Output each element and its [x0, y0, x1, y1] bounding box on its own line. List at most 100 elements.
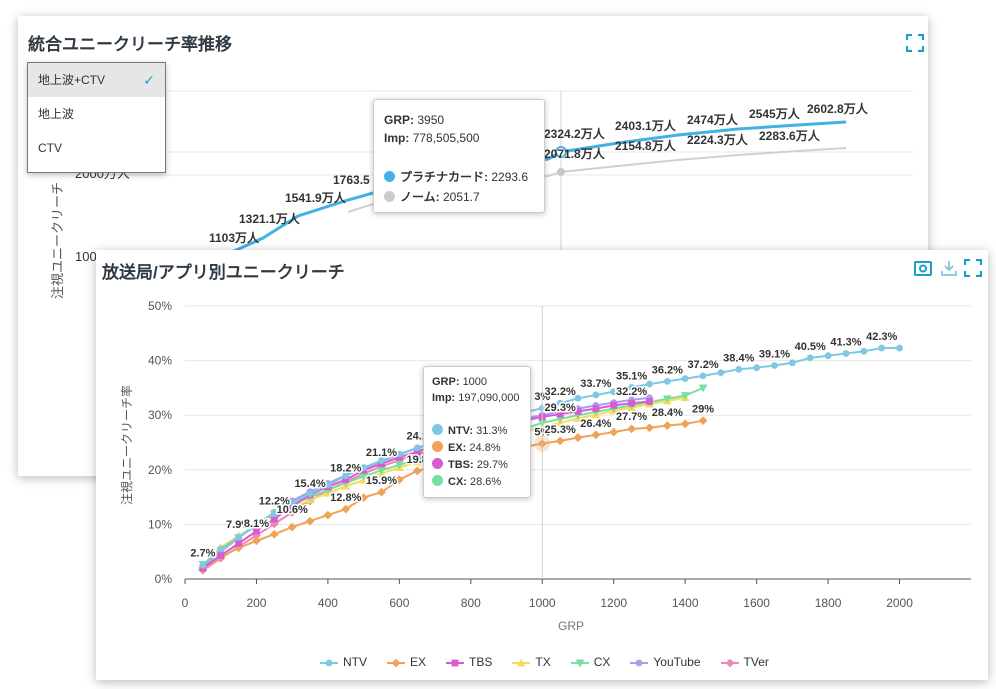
legend-marker	[575, 659, 585, 668]
data-label: 40.5%	[795, 341, 826, 353]
camera-icon[interactable]	[914, 259, 932, 277]
legend-marker	[391, 658, 401, 668]
data-point-ntv	[288, 499, 296, 507]
data-point-ntv	[717, 369, 725, 377]
data-point-tbs	[574, 407, 582, 415]
data-point-cx	[394, 461, 404, 470]
station-reach-title: 放送局/アプリ別ユニークリーチ	[102, 263, 345, 282]
data-point-ntv	[860, 347, 868, 355]
data-point-ex	[377, 487, 386, 497]
data-point-ex	[645, 423, 654, 433]
norm-label: 2154.8万人	[615, 138, 677, 153]
legend-symbol	[320, 659, 338, 667]
data-point-ntv	[592, 391, 600, 399]
norm-hover-marker	[557, 168, 565, 176]
data-point-ex	[662, 421, 672, 430]
legend-item-tx[interactable]: TX	[512, 655, 551, 669]
legend-marker	[325, 659, 333, 667]
platinum-label: 1541.9万人	[285, 190, 347, 205]
legend-label: EX	[410, 655, 427, 669]
tooltip-row-cx: CX: 28.6%	[432, 475, 501, 488]
data-point-ntv	[628, 383, 635, 391]
data-point-ntv	[842, 350, 850, 357]
legend-item-cx[interactable]: CX	[570, 655, 611, 669]
tooltip-row-ex: EX: 24.8%	[432, 441, 501, 454]
dropdown-option-ctv[interactable]: CTV	[38, 141, 62, 155]
data-point-cx	[359, 472, 369, 481]
data-label: 39.1%	[759, 349, 790, 361]
dropdown-option-terrestrial-ctv[interactable]: 地上波+CTV ✓	[28, 63, 165, 97]
data-point-ntv	[217, 545, 225, 553]
fullscreen-icon[interactable]	[905, 33, 925, 53]
legend-item-tbs[interactable]: TBS	[446, 655, 492, 669]
data-point-ntv	[270, 510, 278, 518]
data-point-tbs	[270, 515, 278, 523]
x-tick-label: 2000	[886, 596, 913, 610]
x-tick-label: 1000	[529, 596, 556, 610]
data-label: 26.4%	[580, 418, 611, 430]
data-label: 15.4%	[294, 478, 325, 490]
data-point-ntv	[788, 359, 796, 367]
data-point-tbs	[342, 476, 350, 484]
data-point-ex	[412, 466, 422, 476]
data-label: 35.1%	[616, 370, 647, 382]
legend-label: NTV	[343, 655, 367, 669]
data-point-ntv	[360, 464, 368, 472]
data-point-tbs	[646, 398, 653, 405]
tooltip-grp-value: 1000	[462, 376, 488, 388]
data-label: 10.6%	[277, 504, 308, 516]
data-label: 18.2%	[330, 463, 361, 475]
dropdown-option-terrestrial[interactable]: 地上波	[38, 107, 75, 121]
data-point-ex	[305, 516, 315, 526]
norm-label: 2224.3万人	[687, 132, 749, 147]
legend-item-ntv[interactable]: NTV	[320, 655, 367, 669]
data-point-ntv	[896, 344, 903, 352]
data-point-ntv	[735, 365, 743, 373]
y-axis-title: 注視ユニークリーチ率	[119, 385, 134, 505]
legend-label: TX	[535, 655, 551, 669]
legend-item-tver[interactable]: TVer	[720, 655, 769, 669]
data-point-cx	[698, 384, 708, 393]
data-label: 27.7%	[616, 411, 647, 423]
legend-item-youtube[interactable]: YouTube	[630, 655, 701, 669]
x-tick-label: 400	[318, 596, 338, 610]
platinum-label: 2545万人	[749, 106, 801, 121]
x-axis-title: GRP	[558, 619, 584, 633]
data-point-ntv	[378, 457, 385, 464]
data-point-ex	[287, 522, 297, 532]
download-icon[interactable]	[940, 259, 958, 277]
legend-label: CX	[593, 655, 611, 669]
x-tick-label: 1800	[815, 596, 842, 610]
data-label: 7.9%	[226, 519, 251, 531]
x-tick-label: 200	[246, 596, 266, 610]
legend-marker	[451, 659, 459, 667]
chart-legend: NTV EX TBS TX CX YouTube TVer	[320, 655, 789, 675]
platinum-label: 1321.1万人	[239, 211, 301, 226]
fullscreen-icon[interactable]	[963, 258, 983, 278]
legend-symbol	[387, 658, 405, 668]
data-point-ntv	[199, 561, 207, 569]
data-label: 21.1%	[366, 447, 397, 459]
legend-marker	[725, 658, 734, 668]
x-tick-label: 1200	[600, 596, 627, 610]
data-point-ntv	[253, 522, 260, 529]
data-point-ex	[359, 493, 369, 503]
data-label: 33.7%	[580, 378, 611, 390]
x-tick-label: 600	[389, 596, 409, 610]
legend-item-ex[interactable]: EX	[387, 655, 426, 669]
data-label: 29%	[692, 404, 714, 416]
tooltip-grp-value: 3950	[417, 113, 445, 127]
data-label: 37.2%	[687, 359, 718, 371]
data-point-ntv	[235, 534, 242, 541]
platinum-label: 2324.2万人	[544, 126, 606, 141]
data-label: 38.4%	[723, 352, 754, 364]
norm-label: 2283.6万人	[759, 128, 821, 143]
data-point-ex	[627, 424, 636, 434]
legend-label: TVer	[743, 655, 769, 669]
data-label: 12.8%	[330, 492, 361, 504]
hover-halo	[534, 435, 551, 452]
data-label: 41.3%	[830, 337, 861, 349]
source-dropdown[interactable]: 地上波+CTV ✓ 地上波 CTV	[27, 62, 166, 173]
legend-symbol	[630, 659, 649, 667]
